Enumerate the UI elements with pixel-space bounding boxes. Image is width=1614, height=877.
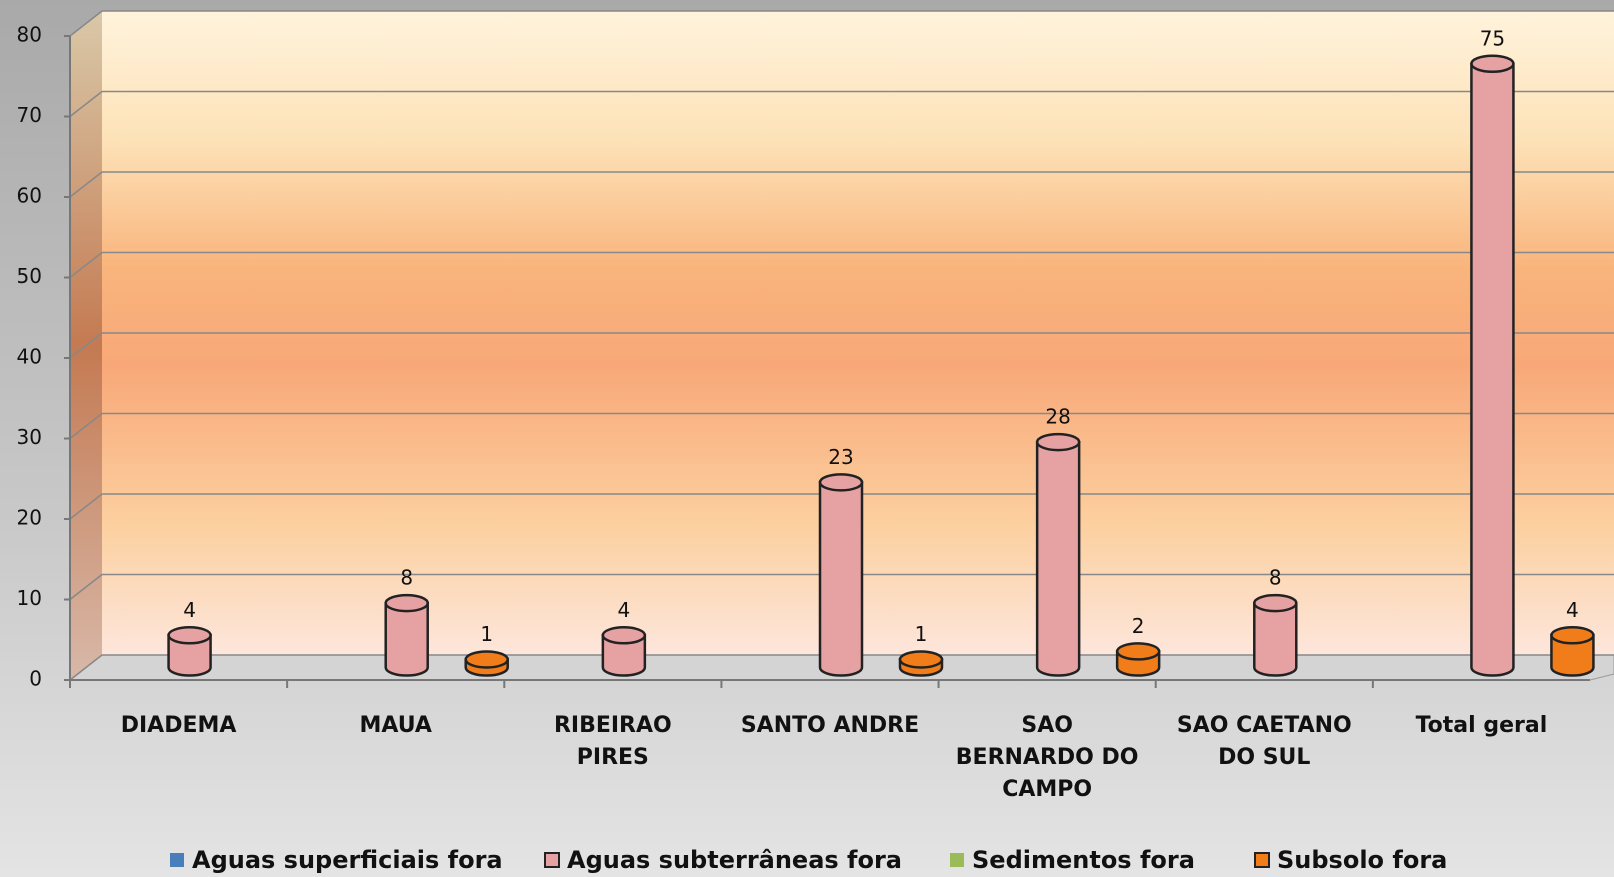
x-tick-label: RIBEIRAO PIRES <box>554 713 672 770</box>
bar <box>1253 593 1298 677</box>
y-tick-label: 10 <box>17 586 42 610</box>
value-label: 4 <box>617 598 630 622</box>
bar-body <box>1470 62 1515 677</box>
bar <box>818 473 864 677</box>
grid-line <box>69 332 103 359</box>
y-tick-label: 40 <box>17 345 42 369</box>
bar <box>601 626 647 677</box>
grid-line <box>69 251 103 279</box>
value-label: 8 <box>1269 566 1282 590</box>
bar-top <box>1115 642 1161 661</box>
legend-label: Aguas superficiais fora <box>192 846 503 874</box>
bar-top <box>464 650 509 669</box>
value-label: 1 <box>480 622 493 646</box>
legend-marker <box>544 852 560 868</box>
bar-top <box>1035 432 1081 452</box>
value-label: 1 <box>915 622 928 646</box>
bar <box>1470 54 1515 677</box>
bar-body <box>818 481 864 677</box>
bar-top <box>384 593 429 613</box>
y-tick-label: 80 <box>17 23 42 47</box>
value-label: 23 <box>828 445 853 469</box>
value-label: 4 <box>1566 598 1579 622</box>
y-tick-label: 70 <box>17 103 42 127</box>
x-tick-label: SAO CAETANO DO SUL <box>1177 713 1352 770</box>
bar <box>898 650 944 677</box>
y-tick-label: 20 <box>17 506 42 530</box>
bar <box>1550 626 1595 677</box>
value-label: 2 <box>1132 614 1145 638</box>
y-tick-label: 0 <box>29 667 42 691</box>
x-tick-label: DIADEMA <box>121 713 237 738</box>
y-tick-label: 50 <box>17 264 42 288</box>
legend-label: Subsolo fora <box>1277 846 1447 874</box>
legend-label: Aguas subterrâneas fora <box>567 846 902 874</box>
grid-line <box>69 90 103 118</box>
x-tick-label: SAO BERNARDO DO CAMPO <box>956 713 1139 802</box>
bar-top <box>1470 54 1515 73</box>
legend-label: Sedimentos fora <box>972 846 1195 874</box>
bar <box>1035 432 1081 677</box>
bar <box>1115 642 1161 677</box>
value-label: 75 <box>1480 26 1505 50</box>
legend-marker <box>1254 852 1270 868</box>
x-tick-label: SANTO ANDRE <box>741 713 919 738</box>
grid-line <box>69 171 103 198</box>
y-tick-label: 30 <box>17 425 42 449</box>
grid-line <box>69 493 103 520</box>
grid-line <box>69 654 103 681</box>
bar-body <box>167 634 212 677</box>
value-label: 8 <box>400 566 413 590</box>
bar-body <box>384 601 429 677</box>
x-tick-label: MAUA <box>359 713 431 738</box>
bar-body <box>1035 440 1081 677</box>
bar-top <box>1253 593 1298 613</box>
value-label: 28 <box>1045 405 1070 429</box>
bar-body <box>1253 601 1298 677</box>
legend-marker <box>170 853 184 867</box>
bar <box>167 626 212 677</box>
bar-top <box>601 626 647 645</box>
legend-marker <box>950 853 964 867</box>
bar-top <box>1550 626 1595 645</box>
bar-top <box>818 473 864 492</box>
value-label: 4 <box>183 598 196 622</box>
bar <box>384 593 429 677</box>
grid-line <box>69 573 103 601</box>
bar-top <box>167 626 212 645</box>
bar-body <box>1550 634 1595 677</box>
grid-line <box>69 412 103 440</box>
bar-body <box>601 634 647 677</box>
bar <box>464 650 509 677</box>
bar-top <box>898 650 944 669</box>
x-tick-label: Total geral <box>1416 713 1548 738</box>
grid-line <box>69 10 103 37</box>
y-tick-label: 60 <box>17 184 42 208</box>
